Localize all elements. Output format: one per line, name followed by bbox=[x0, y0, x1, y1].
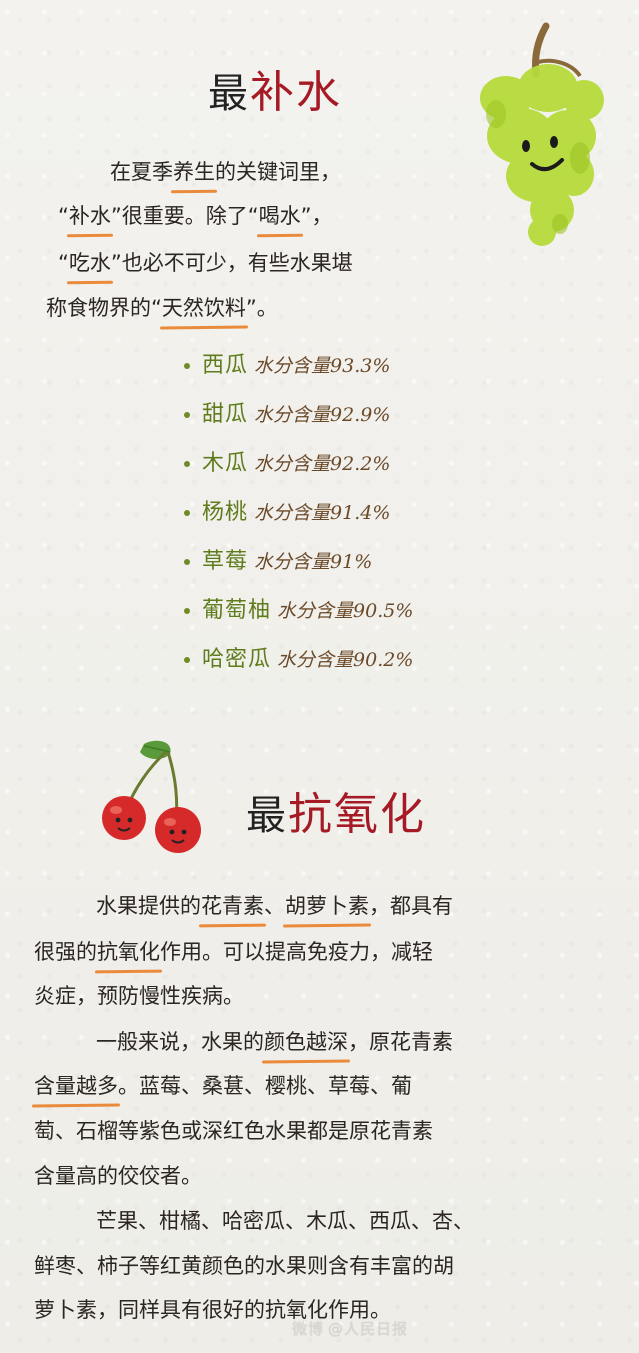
list-item: 西瓜 水分含量93.3% bbox=[184, 346, 413, 395]
list-item: 草莓 水分含量91% bbox=[184, 542, 413, 591]
para-line: 水果提供的花青素、胡萝卜素，都具有 bbox=[96, 888, 453, 924]
fruit-name: 西瓜 bbox=[202, 353, 249, 378]
highlight: 含量越多 bbox=[34, 1068, 118, 1104]
bullet-icon bbox=[184, 460, 190, 467]
section-title-hydration: 最补水 bbox=[208, 56, 342, 120]
title-prefix: 最 bbox=[208, 71, 250, 117]
para-line: 萝卜素，同样具有很好的抗氧化作用。 bbox=[34, 1298, 391, 1322]
list-item: 甜瓜 水分含量92.9% bbox=[184, 395, 413, 444]
bullet-icon bbox=[184, 509, 190, 516]
para-line: 含量高的佼佼者。 bbox=[34, 1164, 202, 1188]
fruit-name: 杨桃 bbox=[202, 500, 249, 525]
weibo-watermark: 微博 @人民日报 bbox=[292, 1318, 408, 1339]
fruit-name: 木瓜 bbox=[202, 451, 249, 476]
highlight: 养生 bbox=[173, 154, 215, 190]
bullet-icon bbox=[184, 411, 190, 418]
highlight: 抗氧化 bbox=[97, 934, 160, 970]
para-line: 称食物界的“天然饮料”。 bbox=[46, 290, 278, 326]
highlight: 花青素 bbox=[201, 888, 264, 924]
bullet-icon bbox=[184, 656, 190, 663]
water-value: 水分含量90.5% bbox=[277, 600, 414, 622]
title-accent: 抗氧化 bbox=[288, 789, 426, 840]
weibo-logo-icon: 微博 bbox=[292, 1320, 325, 1338]
bullet-icon bbox=[184, 558, 190, 565]
highlight: 天然饮料 bbox=[162, 290, 246, 326]
list-item: 哈密瓜 水分含量90.2% bbox=[184, 640, 413, 689]
highlight: 补水 bbox=[69, 198, 111, 234]
highlight: 喝水 bbox=[259, 198, 301, 234]
para-line: 芒果、柑橘、哈密瓜、木瓜、西瓜、杏、 bbox=[96, 1209, 474, 1233]
fruit-name: 哈密瓜 bbox=[202, 647, 272, 672]
water-value: 水分含量92.2% bbox=[254, 453, 391, 475]
fruit-name: 草莓 bbox=[202, 549, 249, 574]
bullet-icon bbox=[184, 607, 190, 614]
list-item: 葡萄柚 水分含量90.5% bbox=[184, 591, 413, 640]
para-line: 炎症，预防慢性疾病。 bbox=[34, 984, 244, 1008]
water-value: 水分含量91.4% bbox=[254, 502, 391, 524]
title-prefix: 最 bbox=[246, 793, 288, 839]
para-line: 很强的抗氧化作用。可以提高免疫力，减轻 bbox=[34, 934, 433, 970]
bullet-icon bbox=[184, 362, 190, 369]
water-value: 水分含量91% bbox=[254, 551, 373, 573]
water-content-list: 西瓜 水分含量93.3% 甜瓜 水分含量92.9% 木瓜 水分含量92.2% 杨桃 水分… bbox=[184, 346, 413, 689]
list-item: 木瓜 水分含量92.2% bbox=[184, 444, 413, 493]
para-line: 鲜枣、柿子等红黄颜色的水果则含有丰富的胡 bbox=[34, 1254, 454, 1278]
highlight: 颜色越深 bbox=[264, 1024, 348, 1060]
section-title-antioxidant: 最抗氧化 bbox=[246, 778, 426, 842]
para-line: “补水”很重要。除了“喝水”， bbox=[58, 198, 333, 234]
para-line: 萄、石榴等紫色或深红色水果都是原花青素 bbox=[34, 1119, 433, 1143]
water-value: 水分含量93.3% bbox=[254, 355, 391, 377]
title-accent: 补水 bbox=[250, 67, 342, 118]
watermark-text: @人民日报 bbox=[328, 1320, 409, 1338]
para-line: 在夏季养生的关键词里， bbox=[110, 154, 341, 190]
grape-icon bbox=[480, 22, 604, 246]
list-item: 杨桃 水分含量91.4% bbox=[184, 493, 413, 542]
para-line: 含量越多。蓝莓、桑葚、樱桃、草莓、葡 bbox=[34, 1068, 412, 1104]
water-value: 水分含量90.2% bbox=[277, 649, 414, 671]
fruit-name: 甜瓜 bbox=[202, 402, 249, 427]
para-line: “吃水”也必不可少，有些水果堪 bbox=[58, 245, 353, 281]
fruit-name: 葡萄柚 bbox=[202, 598, 272, 623]
highlight: 吃水 bbox=[69, 245, 111, 281]
para-line: 一般来说，水果的颜色越深，原花青素 bbox=[96, 1024, 453, 1060]
highlight: 胡萝卜素 bbox=[285, 888, 369, 924]
cherry-icon bbox=[102, 740, 201, 853]
water-value: 水分含量92.9% bbox=[254, 404, 391, 426]
